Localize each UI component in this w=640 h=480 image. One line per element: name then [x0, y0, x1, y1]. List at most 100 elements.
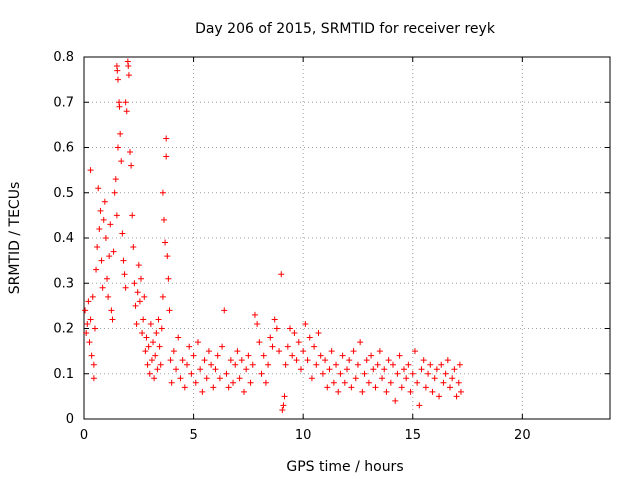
data-point: [90, 361, 97, 368]
y-tick-label: 0.1: [53, 367, 74, 382]
data-point: [279, 406, 286, 413]
data-point: [440, 379, 447, 386]
data-point: [328, 348, 335, 355]
data-point: [249, 361, 256, 368]
data-point: [118, 158, 125, 165]
data-point: [114, 76, 121, 83]
data-point: [122, 284, 129, 291]
data-point: [205, 348, 212, 355]
y-tick-label: 0.4: [53, 231, 74, 246]
data-point: [132, 302, 139, 309]
data-point: [141, 293, 148, 300]
data-point: [148, 357, 155, 364]
data-point: [396, 352, 403, 359]
y-tick-label: 0.5: [53, 186, 74, 201]
data-point: [273, 325, 280, 332]
data-point: [344, 366, 350, 373]
data-point: [165, 275, 172, 282]
data-point: [223, 370, 230, 377]
data-point: [175, 334, 182, 341]
data-point: [455, 379, 462, 386]
data-point: [134, 289, 141, 296]
data-point: [289, 352, 296, 359]
data-point: [135, 262, 142, 269]
data-point: [326, 366, 333, 373]
data-point: [357, 339, 364, 346]
data-point: [418, 366, 425, 373]
data-point: [394, 370, 401, 377]
y-tick-label: 0: [66, 412, 74, 427]
data-point: [254, 320, 261, 327]
data-point: [188, 370, 195, 377]
data-point: [315, 330, 322, 337]
y-tick-label: 0.7: [53, 95, 74, 110]
data-point: [125, 63, 132, 70]
data-point: [333, 361, 340, 368]
data-point: [131, 280, 138, 287]
data-point: [258, 370, 265, 377]
data-point: [451, 366, 458, 373]
data-point: [339, 352, 346, 359]
data-point: [363, 357, 370, 364]
data-point: [119, 230, 126, 237]
data-point: [143, 334, 150, 341]
data-point: [456, 361, 463, 368]
data-point: [267, 334, 274, 341]
data-point: [442, 370, 449, 377]
data-point: [114, 67, 121, 74]
data-point: [425, 370, 432, 377]
data-point: [181, 384, 188, 391]
data-point: [306, 334, 313, 341]
data-point: [278, 271, 285, 278]
data-point: [88, 352, 95, 359]
data-point: [247, 379, 254, 386]
data-point: [376, 348, 383, 355]
data-point: [154, 366, 161, 373]
x-tick-labels: 0 5 10 15 20: [80, 428, 531, 443]
data-point: [122, 99, 129, 106]
data-point: [101, 198, 108, 205]
data-point: [219, 343, 226, 350]
data-point: [173, 366, 180, 373]
data-point: [236, 375, 243, 382]
data-point: [350, 348, 357, 355]
data-point: [287, 325, 294, 332]
data-point: [240, 388, 247, 395]
data-point: [151, 375, 158, 382]
data-point: [297, 366, 304, 373]
data-point: [457, 388, 464, 395]
data-point: [153, 330, 160, 337]
x-tick-label: 15: [404, 428, 421, 443]
data-point: [359, 388, 366, 395]
data-point: [156, 343, 163, 350]
data-point: [107, 221, 114, 228]
data-point: [438, 361, 445, 368]
data-point: [276, 348, 283, 355]
data-point: [112, 176, 119, 183]
data-point: [392, 397, 399, 404]
data-point: [403, 375, 410, 382]
data-point: [361, 370, 368, 377]
data-point: [269, 343, 276, 350]
data-point: [87, 167, 94, 174]
data-point: [322, 357, 329, 364]
data-point: [168, 379, 175, 386]
data-point: [162, 239, 169, 246]
data-point: [281, 393, 288, 400]
data-point: [136, 298, 143, 305]
data-point: [137, 275, 144, 282]
data-point: [97, 207, 104, 214]
data-point: [216, 375, 223, 382]
data-point: [91, 325, 98, 332]
data-point: [341, 379, 348, 386]
x-tick-label: 0: [80, 428, 88, 443]
data-point: [98, 257, 105, 264]
data-point: [291, 330, 298, 337]
data-point: [127, 149, 134, 156]
data-point: [83, 330, 90, 337]
data-points: [82, 58, 464, 413]
data-point: [436, 393, 443, 400]
data-point: [128, 162, 135, 169]
data-point: [142, 348, 149, 355]
